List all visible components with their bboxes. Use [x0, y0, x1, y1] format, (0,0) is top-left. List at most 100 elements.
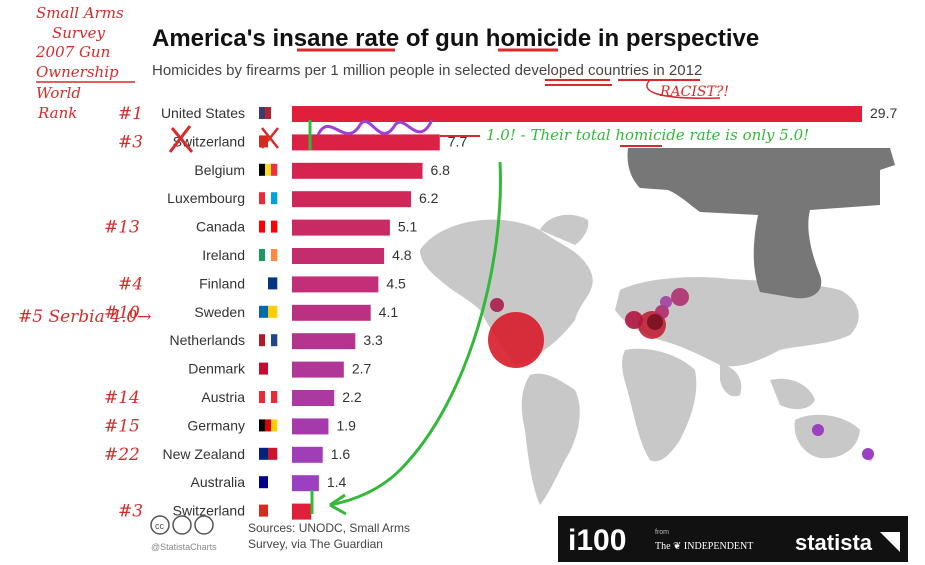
green-arrow	[329, 161, 502, 507]
flag-icon	[268, 362, 278, 375]
i100-logo: i100	[568, 524, 626, 557]
flag-icon	[259, 447, 269, 460]
flag-icon	[259, 192, 266, 205]
rank-label: #3	[118, 132, 143, 152]
bar	[292, 446, 323, 463]
green-arrowhead	[329, 493, 347, 516]
flag-icon	[271, 220, 278, 233]
underline-selected	[545, 79, 612, 86]
value-label: 2.7	[352, 361, 372, 377]
bar	[292, 162, 423, 179]
nd-icon	[194, 515, 214, 535]
bar	[292, 333, 356, 350]
bar	[292, 361, 344, 378]
country-label: Sweden	[194, 304, 245, 320]
value-label: 6.2	[419, 190, 439, 206]
rank-label: #4	[118, 274, 143, 294]
flag-icon	[265, 334, 272, 347]
bars: United States 29.7 Switzerland 7.7 Belgium 6.…	[161, 105, 897, 520]
value-label: 4.1	[379, 304, 399, 320]
bar	[292, 134, 440, 151]
purple-scribble	[316, 119, 434, 136]
rank-annotations: Small Arms Survey 2007 Gun Ownership World Ra…	[18, 4, 729, 522]
country-label: Denmark	[188, 361, 246, 377]
flag-icon	[271, 163, 278, 176]
rank-label: #1	[118, 104, 143, 124]
flag-icon	[259, 305, 269, 318]
flag-icon	[265, 391, 272, 403]
racist-arrow	[646, 79, 721, 100]
country-label: New Zealand	[163, 446, 246, 462]
value-label: 1.4	[327, 474, 347, 490]
bar	[292, 475, 319, 492]
flag-icon	[265, 220, 272, 233]
rank-header-line: Rank	[37, 104, 77, 122]
country-label: Belgium	[194, 162, 245, 178]
racist-note: RACIST?!	[659, 84, 729, 100]
country-label: Australia	[191, 474, 246, 490]
flag-icon	[259, 334, 266, 347]
by-icon	[172, 515, 192, 535]
flag-icon	[259, 135, 269, 148]
value-label: 2.2	[342, 389, 362, 405]
country-label: Luxembourg	[167, 190, 245, 206]
flag-icon	[268, 447, 278, 460]
flag-icon	[259, 220, 266, 233]
rank-header: Small Arms Survey 2007 Gun Ownership World Ra…	[35, 4, 124, 122]
value-label: 5.1	[398, 219, 418, 235]
swiss-note: 1.0! - Their total homicide rate is only…	[486, 126, 809, 144]
country-label: United States	[161, 105, 245, 121]
country-label: Switzerland	[173, 503, 245, 519]
flag-icon	[259, 163, 266, 176]
rank-header-line: Ownership	[36, 63, 119, 81]
serbia-note: #5 Serbia 4.0→	[18, 307, 151, 327]
footer-brand-bar	[558, 516, 908, 562]
statista-mark-icon	[880, 532, 900, 552]
flag-icon	[271, 249, 278, 261]
value-label: 4.5	[386, 275, 406, 291]
country-label: Austria	[201, 389, 245, 405]
rank-label: #22	[104, 445, 140, 465]
rank-header-line: Small Arms	[36, 4, 124, 22]
flag-icon	[271, 192, 278, 205]
cc-handle: @StatistaCharts	[151, 542, 217, 552]
cc-icon	[150, 515, 170, 535]
bar	[292, 106, 862, 122]
flag-icon	[271, 107, 278, 119]
flag-icon	[259, 504, 269, 517]
flag-icon	[268, 504, 278, 517]
flag-icon	[265, 163, 272, 176]
flag-icon	[259, 249, 266, 261]
country-label: Canada	[196, 219, 245, 235]
rank-label: #13	[104, 218, 140, 238]
sources-line2: Survey, via The Guardian	[248, 537, 383, 551]
from-label: from	[655, 529, 669, 536]
independent-logo: The ❦ INDEPENDENT	[655, 541, 753, 552]
bar	[292, 503, 312, 520]
flag-icon	[268, 305, 278, 318]
flag-icon	[259, 476, 269, 489]
gun-icon	[627, 148, 895, 299]
flag-icon	[259, 419, 266, 432]
rank-header-line: 2007 Gun	[35, 43, 110, 61]
country-label: Ireland	[202, 247, 245, 263]
value-label: 29.7	[870, 105, 897, 121]
flag-icon	[259, 277, 269, 290]
chart-title: America's insane rate of gun homicide in…	[152, 25, 759, 52]
sources-line1: Sources: UNODC, Small Arms	[248, 521, 410, 535]
bar	[292, 390, 335, 406]
bar	[292, 219, 390, 236]
value-label: 3.3	[363, 332, 383, 348]
crossout-mark	[168, 125, 194, 153]
flag-icon	[259, 362, 269, 375]
value-label: 7.7	[448, 133, 468, 149]
flag-icon	[259, 107, 266, 119]
rank-label: #10	[104, 303, 140, 323]
crossout-flag	[261, 127, 279, 149]
world-map	[420, 214, 873, 505]
statista-logo: statista	[795, 530, 873, 555]
chart-subtitle: Homicides by firearms per 1 million peop…	[152, 62, 702, 79]
country-label: Netherlands	[170, 332, 246, 348]
flag-icon	[271, 419, 278, 432]
